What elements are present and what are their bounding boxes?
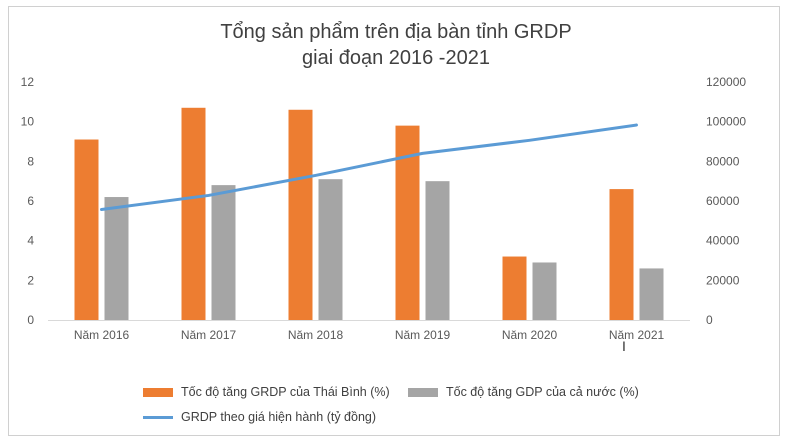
legend-swatch-blue-line xyxy=(143,415,173,419)
legend-swatch-orange xyxy=(143,387,173,397)
bar-grdp-thai-binh xyxy=(74,139,99,320)
chart-frame xyxy=(8,6,780,436)
y-left-tick-label: 4 xyxy=(27,234,34,248)
y-left-tick-label: 12 xyxy=(21,75,35,89)
y-right-tick-label: 60000 xyxy=(706,194,740,208)
line-grdp-gia-hien-hanh xyxy=(100,123,638,212)
y-left-tick-label: 8 xyxy=(27,154,34,168)
bar-grdp-thai-binh xyxy=(609,189,634,320)
bar-gdp-ca-nuoc xyxy=(318,179,343,320)
legend-item-grdp-thai-binh: Tốc độ tăng GRDP của Thái Bình (%) xyxy=(143,385,390,399)
y-right-tick-label: 100000 xyxy=(706,115,746,129)
text-cursor-icon: I xyxy=(622,338,626,354)
bar-grdp-thai-binh xyxy=(181,107,206,321)
y-right-tick-label: 120000 xyxy=(706,75,746,89)
x-tick-label: Năm 2016 xyxy=(74,328,130,342)
legend-item-gdp-ca-nuoc: Tốc độ tăng GDP của cả nước (%) xyxy=(408,385,639,399)
bar-grdp-thai-binh xyxy=(288,109,313,321)
y-left-tick-label: 0 xyxy=(27,313,34,327)
x-tick-label: Năm 2019 xyxy=(395,328,451,342)
x-tick-label: Năm 2020 xyxy=(502,328,558,342)
y-right-tick-label: 80000 xyxy=(706,154,740,168)
bar-gdp-ca-nuoc xyxy=(104,197,129,320)
y-left-tick-label: 10 xyxy=(21,115,35,129)
bar-grdp-thai-binh xyxy=(502,256,527,320)
x-tick-label: Năm 2017 xyxy=(181,328,237,342)
y-left-tick-label: 2 xyxy=(27,273,34,287)
x-tick-label: Năm 2018 xyxy=(288,328,344,342)
bar-gdp-ca-nuoc xyxy=(211,185,236,320)
legend-label-grdp-thai-binh: Tốc độ tăng GRDP của Thái Bình (%) xyxy=(181,385,390,399)
y-right-tick-label: 0 xyxy=(706,313,713,327)
x-tick-label: Năm 2021 xyxy=(609,328,665,342)
bar-gdp-ca-nuoc xyxy=(532,262,557,320)
legend-label-grdp-gia-hien-hanh: GRDP theo giá hiện hành (tỷ đồng) xyxy=(181,410,377,424)
chart-title: Tổng sản phẩm trên địa bàn tỉnh GRDP xyxy=(220,21,572,43)
chart-subtitle: giai đoạn 2016 -2021 xyxy=(302,47,490,69)
legend-swatch-gray xyxy=(408,387,438,397)
bar-gdp-ca-nuoc xyxy=(639,268,664,320)
y-right-tick-label: 20000 xyxy=(706,273,740,287)
y-right-tick-label: 40000 xyxy=(706,234,740,248)
legend-item-grdp-gia-hien-hanh: GRDP theo giá hiện hành (tỷ đồng) xyxy=(143,410,376,424)
legend-label-gdp-ca-nuoc: Tốc độ tăng GDP của cả nước (%) xyxy=(446,385,639,399)
y-left-tick-label: 6 xyxy=(27,194,34,208)
bar-gdp-ca-nuoc xyxy=(425,181,450,320)
